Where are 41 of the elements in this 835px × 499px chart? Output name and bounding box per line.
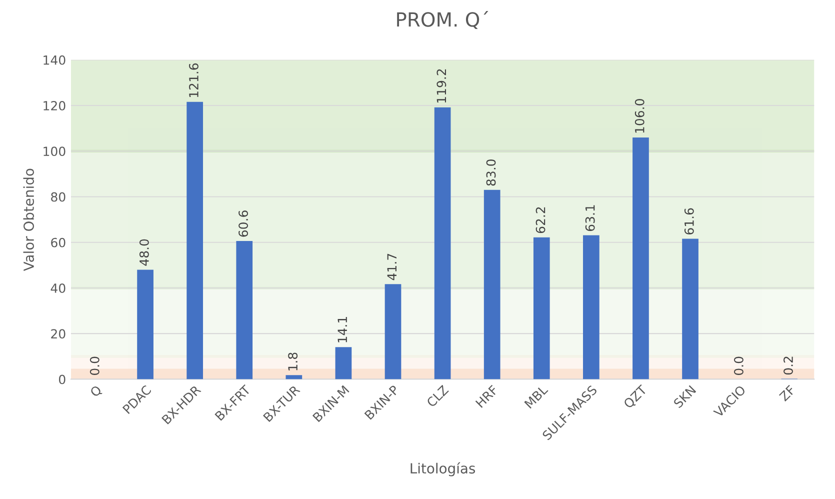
chart-title: PROM. Q´ — [397, 10, 488, 30]
bar — [533, 237, 550, 380]
y-tick-label: 40 — [50, 283, 66, 293]
y-tick-label: 60 — [51, 238, 66, 248]
x-axis-title: Litologías — [410, 462, 476, 476]
bar — [434, 107, 451, 380]
bar — [682, 238, 698, 380]
bar — [236, 241, 253, 380]
data-label: 41.7 — [387, 254, 396, 280]
data-label: 62.2 — [536, 207, 546, 234]
data-label: 0.2 — [784, 356, 793, 375]
data-label: 83.0 — [486, 159, 496, 186]
data-label: 60.6 — [238, 210, 248, 237]
x-tick-label: Q — [89, 384, 104, 398]
bar — [384, 284, 402, 380]
data-label: 0.0 — [734, 356, 744, 375]
bar — [632, 137, 649, 380]
x-tick-label: ZF — [778, 384, 796, 402]
x-tick-label: CLZ — [426, 384, 449, 408]
bar — [484, 190, 500, 380]
data-label: 63.1 — [585, 205, 595, 232]
y-tick-label: 20 — [51, 329, 66, 339]
data-label: 61.6 — [684, 208, 694, 234]
bar — [286, 375, 302, 380]
data-label: 1.8 — [288, 352, 298, 370]
y-tick-label: 140 — [44, 55, 66, 65]
data-label: 106.0 — [634, 99, 644, 133]
y-axis-title: Valor Obtenido — [23, 168, 34, 272]
data-label: 119.2 — [436, 69, 446, 103]
bar — [137, 270, 154, 380]
y-tick-label: 80 — [51, 192, 66, 202]
data-label: 48.0 — [139, 239, 149, 266]
y-tick-label: 0 — [58, 374, 66, 384]
y-tick-label: 120 — [44, 100, 66, 110]
data-label: 121.6 — [189, 63, 198, 98]
data-label: 0.0 — [90, 356, 100, 375]
y-tick-label: 100 — [44, 146, 66, 156]
bar — [186, 102, 204, 380]
data-label: 14.1 — [338, 316, 347, 342]
bar — [335, 347, 352, 380]
bar — [583, 235, 600, 380]
